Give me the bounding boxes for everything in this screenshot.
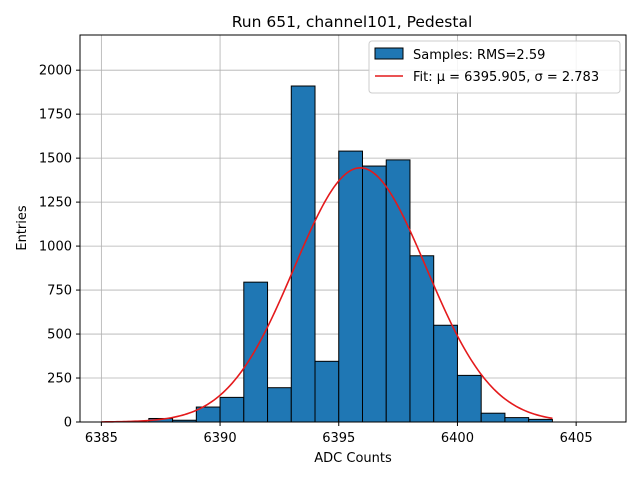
legend-histogram-label: Samples: RMS=2.59 [413, 48, 545, 63]
y-tick-label: 500 [47, 328, 72, 343]
histogram-bar [504, 417, 530, 423]
histogram-bar [361, 165, 387, 423]
x-tick-label: 6390 [204, 431, 237, 446]
legend-box [368, 40, 621, 94]
histogram-bar [243, 281, 269, 423]
histogram-bar [409, 255, 435, 423]
x-tick-label: 6385 [85, 431, 118, 446]
histogram-bar [480, 412, 506, 423]
histogram-bar [267, 387, 292, 423]
histogram-bar [433, 324, 458, 423]
x-tick-label: 6395 [322, 431, 355, 446]
fit-curve [101, 167, 553, 423]
y-tick-label: 0 [64, 416, 72, 431]
x-tick-label: 6400 [441, 431, 474, 446]
legend: Samples: RMS=2.59 Fit: μ = 6395.905, σ =… [368, 40, 621, 94]
histogram-bars [148, 85, 553, 423]
x-axis-label: ADC Counts [314, 451, 392, 466]
histogram-bar [219, 396, 245, 423]
chart-title: Run 651, channel101, Pedestal [232, 13, 473, 31]
y-tick-label: 2000 [39, 64, 72, 79]
y-axis-label: Entries [15, 205, 30, 251]
legend-histogram-swatch [374, 47, 404, 60]
x-tick-label: 6405 [560, 431, 593, 446]
legend-fit-label: Fit: μ = 6395.905, σ = 2.783 [413, 70, 599, 85]
y-axis-ticks: 0 250 500 750 1000 1250 1500 1750 2000 [39, 64, 80, 431]
histogram-bar [314, 360, 340, 423]
y-tick-label: 1000 [39, 240, 72, 255]
plot-frame [79, 34, 627, 423]
histogram-bar [456, 374, 482, 423]
y-tick-label: 1750 [39, 108, 72, 123]
y-tick-label: 250 [47, 372, 72, 387]
y-tick-label: 1250 [39, 196, 72, 211]
x-axis-ticks: 6385 6390 6395 6400 6405 [85, 422, 593, 446]
histogram-bar [290, 85, 316, 423]
y-tick-label: 750 [47, 284, 72, 299]
y-tick-label: 1500 [39, 152, 72, 167]
histogram-bar [338, 150, 363, 423]
histogram-bar [385, 159, 411, 423]
